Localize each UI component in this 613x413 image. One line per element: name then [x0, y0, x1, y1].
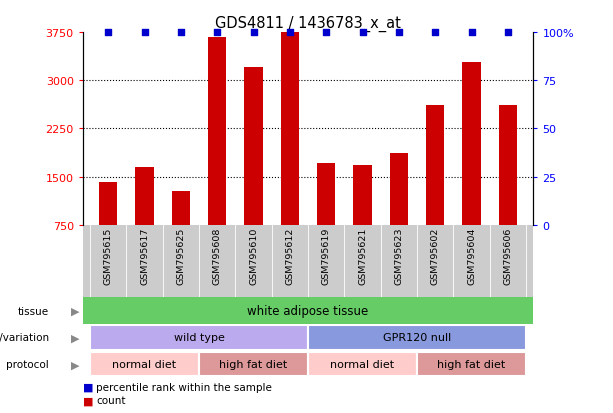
- Point: [321, 30, 331, 36]
- Text: GSM795604: GSM795604: [467, 227, 476, 285]
- Text: normal diet: normal diet: [112, 359, 177, 370]
- Bar: [99, 182, 117, 225]
- Bar: [499, 105, 517, 225]
- Point: [103, 30, 113, 36]
- Bar: [426, 105, 444, 225]
- Bar: [390, 153, 408, 225]
- Point: [212, 30, 222, 36]
- Bar: [199, 352, 308, 377]
- Bar: [308, 352, 417, 377]
- Text: GSM795612: GSM795612: [286, 227, 294, 285]
- Bar: [90, 352, 199, 377]
- Text: high fat diet: high fat diet: [438, 359, 506, 370]
- Text: ▶: ▶: [71, 332, 80, 343]
- Bar: [135, 168, 154, 225]
- Text: GSM795625: GSM795625: [177, 227, 185, 285]
- Bar: [317, 164, 335, 225]
- Bar: [245, 68, 262, 225]
- Point: [249, 30, 259, 36]
- Bar: [462, 63, 481, 225]
- Text: GSM795602: GSM795602: [431, 227, 440, 285]
- Text: percentile rank within the sample: percentile rank within the sample: [96, 382, 272, 392]
- Text: normal diet: normal diet: [330, 359, 395, 370]
- Text: GSM795608: GSM795608: [213, 227, 222, 285]
- Point: [503, 30, 513, 36]
- Text: tissue: tissue: [18, 306, 49, 316]
- Point: [176, 30, 186, 36]
- Text: protocol: protocol: [6, 359, 49, 370]
- Bar: [172, 191, 190, 225]
- Text: count: count: [96, 395, 126, 405]
- Text: wild type: wild type: [173, 332, 224, 343]
- Bar: [90, 325, 308, 350]
- Text: ■: ■: [83, 395, 93, 405]
- Text: ■: ■: [83, 382, 93, 392]
- Text: genotype/variation: genotype/variation: [0, 332, 49, 343]
- Point: [394, 30, 404, 36]
- Text: GPR120 null: GPR120 null: [383, 332, 451, 343]
- Bar: [208, 38, 226, 225]
- Bar: [308, 325, 526, 350]
- Text: GSM795615: GSM795615: [104, 227, 113, 285]
- Bar: [417, 352, 526, 377]
- Text: GSM795619: GSM795619: [322, 227, 330, 285]
- Text: GSM795617: GSM795617: [140, 227, 149, 285]
- Point: [466, 30, 476, 36]
- Text: GSM795621: GSM795621: [358, 227, 367, 285]
- Text: high fat diet: high fat diet: [219, 359, 287, 370]
- Point: [140, 30, 150, 36]
- Text: GSM795623: GSM795623: [394, 227, 403, 285]
- Point: [357, 30, 367, 36]
- Text: GSM795606: GSM795606: [503, 227, 512, 285]
- Bar: [281, 33, 299, 225]
- Text: ▶: ▶: [71, 306, 80, 316]
- Point: [285, 30, 295, 36]
- Text: ▶: ▶: [71, 359, 80, 370]
- Point: [430, 30, 440, 36]
- Text: white adipose tissue: white adipose tissue: [248, 304, 368, 317]
- Text: GSM795610: GSM795610: [249, 227, 258, 285]
- Title: GDS4811 / 1436783_x_at: GDS4811 / 1436783_x_at: [215, 16, 401, 32]
- Bar: [354, 166, 371, 225]
